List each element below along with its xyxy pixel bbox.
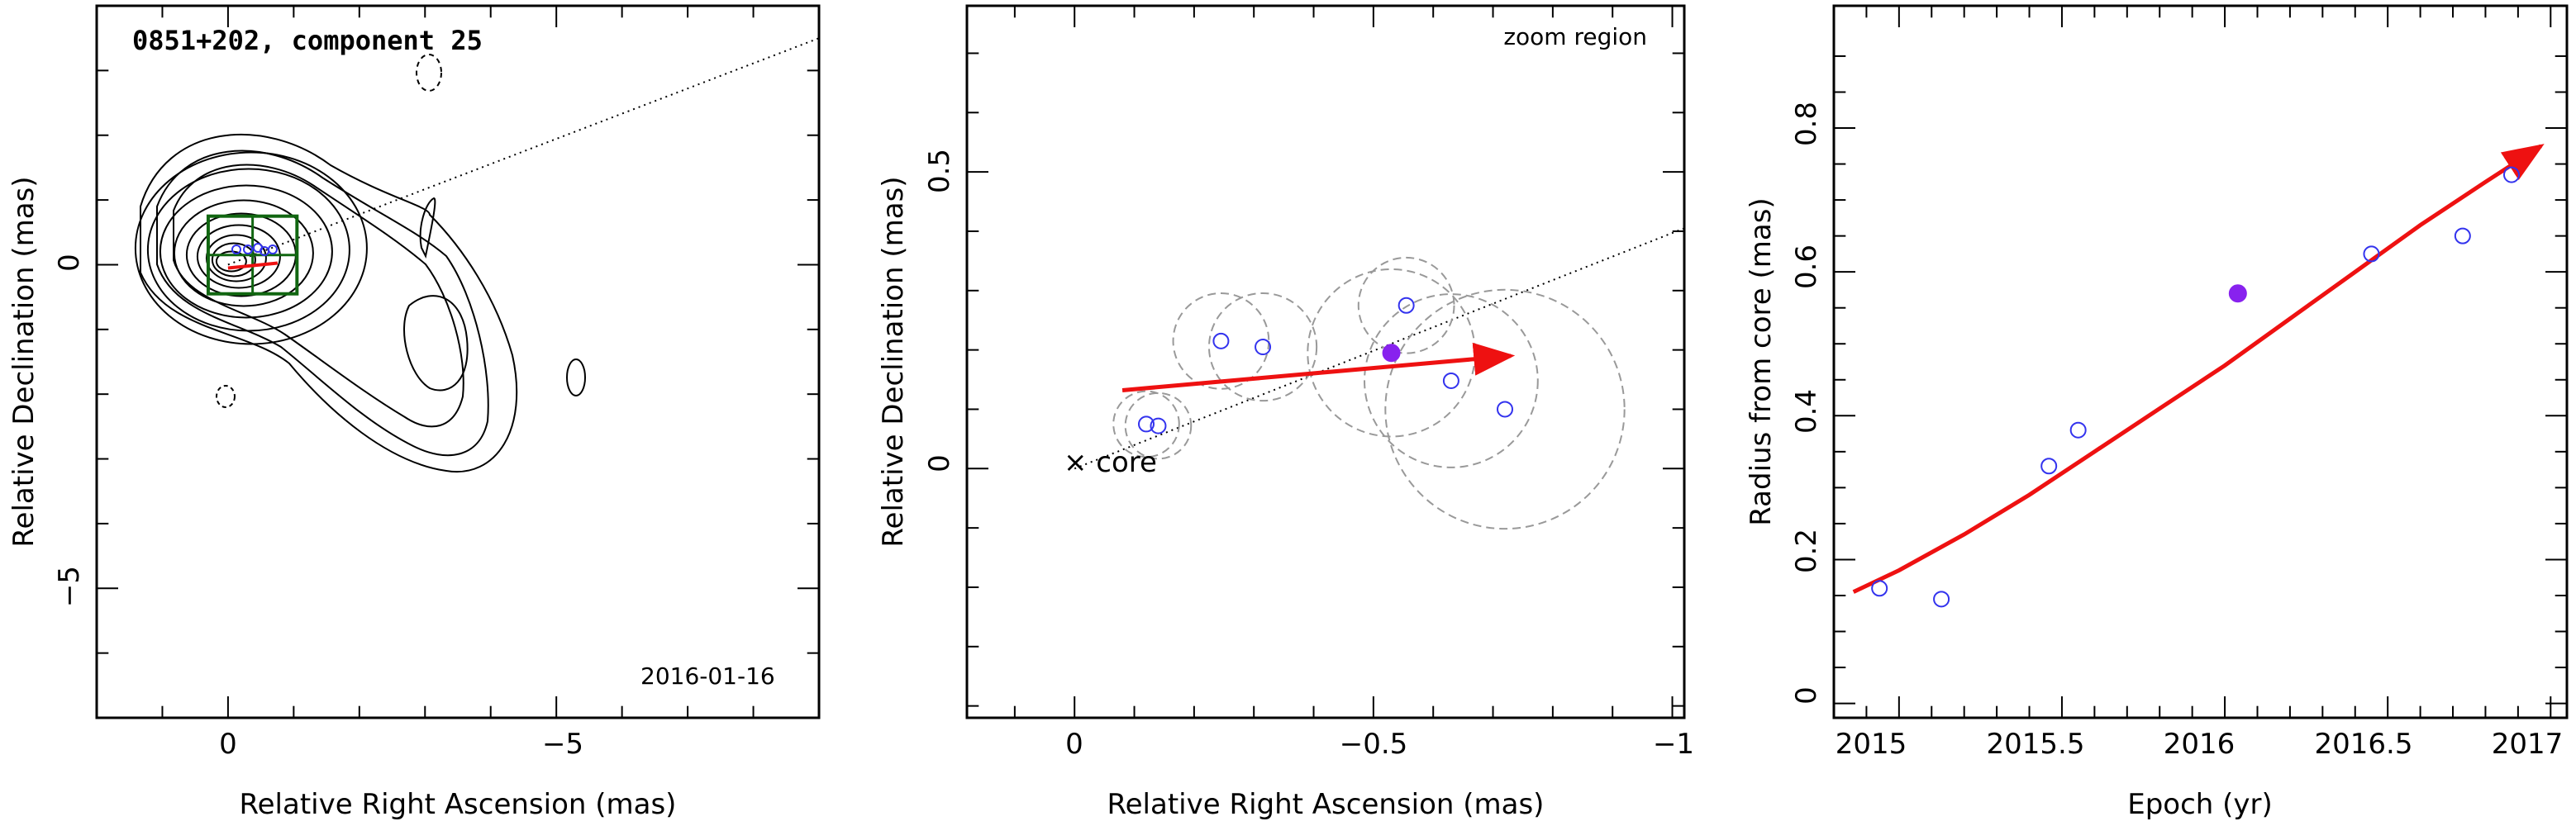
motion-arrow-mini (227, 261, 279, 270)
component-point (1442, 372, 1459, 389)
component-point (1150, 417, 1167, 434)
y-axis-label: Relative Declination (mas) (877, 176, 910, 547)
small-contour (566, 358, 586, 396)
core-contour (211, 242, 256, 278)
extended-contour (156, 150, 489, 457)
plot-frame (95, 4, 821, 719)
data-point (1871, 580, 1888, 597)
component-point-mini (268, 244, 278, 254)
x-tick-label: 0 (1065, 728, 1083, 761)
data-point (2069, 421, 2087, 439)
highlight-point (1382, 344, 1401, 363)
x-tick-label: 2015 (1836, 728, 1907, 761)
uncertainty-circle (1364, 293, 1539, 468)
x-tick-label: 2015.5 (1987, 728, 2085, 761)
x-axis-label: Relative Right Ascension (mas) (1107, 788, 1545, 821)
core-contour (159, 184, 333, 319)
x-tick-label: 2016.5 (2315, 728, 2413, 761)
map-title: 0851+202, component 25 (132, 25, 483, 56)
uncertainty-circle (1357, 256, 1455, 354)
y-tick-label: 0.5 (923, 149, 956, 193)
zoom-region-label: zoom region (1503, 23, 1647, 50)
uncertainty-circle (1207, 292, 1318, 402)
component-point (1497, 401, 1513, 418)
uncertainty-circle (1172, 292, 1270, 390)
fit-curve (1852, 144, 2545, 594)
data-point (2454, 227, 2471, 244)
epoch-date-label: 2016-01-16 (640, 662, 775, 690)
highlight-point (2228, 284, 2247, 303)
negative-contour (216, 385, 236, 408)
y-tick-label: 0.6 (1790, 244, 1823, 289)
core-contour (205, 234, 267, 282)
x-tick-label: 2017 (2492, 728, 2564, 761)
y-tick-label: 0.8 (1790, 102, 1823, 146)
plot-frame (1832, 4, 2569, 719)
x-tick-label: −0.5 (1340, 728, 1408, 761)
contour-map-panel: 0851+202, component 25 2016-01-16 0 −5 0… (7, 4, 821, 821)
direction-line (1074, 227, 1684, 470)
axis-ticks (967, 6, 1684, 718)
uncertainty-circle (1112, 390, 1180, 458)
extended-contour (140, 133, 518, 473)
y-tick-label: 0.4 (1790, 389, 1823, 434)
zoom-marks (1074, 227, 1684, 530)
x-axis-label: Relative Right Ascension (mas) (240, 788, 677, 821)
y-axis-label: Radius from core (mas) (1745, 197, 1778, 525)
motion-arrow (1121, 342, 1516, 392)
component-point-mini (243, 244, 253, 254)
y-tick-label: 0 (53, 254, 86, 272)
x-axis-label: Epoch (yr) (2127, 788, 2273, 821)
y-tick-label: 0 (923, 454, 956, 472)
component-point (1398, 297, 1415, 314)
data-point (2040, 458, 2058, 475)
axis-ticks (96, 5, 820, 719)
data-point (1933, 591, 1950, 608)
extended-contour (173, 164, 464, 428)
component-point (1255, 339, 1272, 356)
x-tick-label: −1 (1653, 728, 1694, 761)
y-axis-label: Relative Declination (mas) (7, 176, 40, 547)
core-contour (196, 224, 281, 289)
axis-ticks (1833, 6, 2567, 718)
radius-vs-epoch-panel: 2015 2015.5 2016 2016.5 2017 0 0.2 0.4 0… (1745, 4, 2569, 821)
zoom-panel: zoom region × core 0 −0.5 −1 0 0.5 Relat… (877, 4, 1694, 821)
component-point (1212, 332, 1230, 349)
core-contour (215, 250, 247, 273)
uncertainty-circle (1124, 392, 1193, 460)
radius-marks (1852, 144, 2545, 608)
y-tick-label: −5 (53, 566, 86, 607)
x-tick-label: 0 (219, 728, 237, 761)
core-label: × core (1064, 446, 1157, 479)
y-tick-label: 0.2 (1790, 529, 1823, 573)
y-tick-label: 0 (1790, 686, 1823, 705)
component-point (1138, 415, 1155, 433)
negative-contour (416, 54, 442, 92)
x-tick-label: 2016 (2164, 728, 2236, 761)
component-point-mini (231, 244, 241, 254)
data-point (2502, 166, 2520, 183)
jet-direction-line (227, 37, 819, 266)
x-tick-label: −5 (542, 728, 583, 761)
lobe-contour (403, 295, 469, 392)
uncertainty-circle (1384, 288, 1626, 530)
lobe-contour (419, 197, 436, 259)
contour-lines (134, 37, 819, 473)
data-point (2363, 245, 2380, 263)
plot-frame (965, 4, 1686, 719)
